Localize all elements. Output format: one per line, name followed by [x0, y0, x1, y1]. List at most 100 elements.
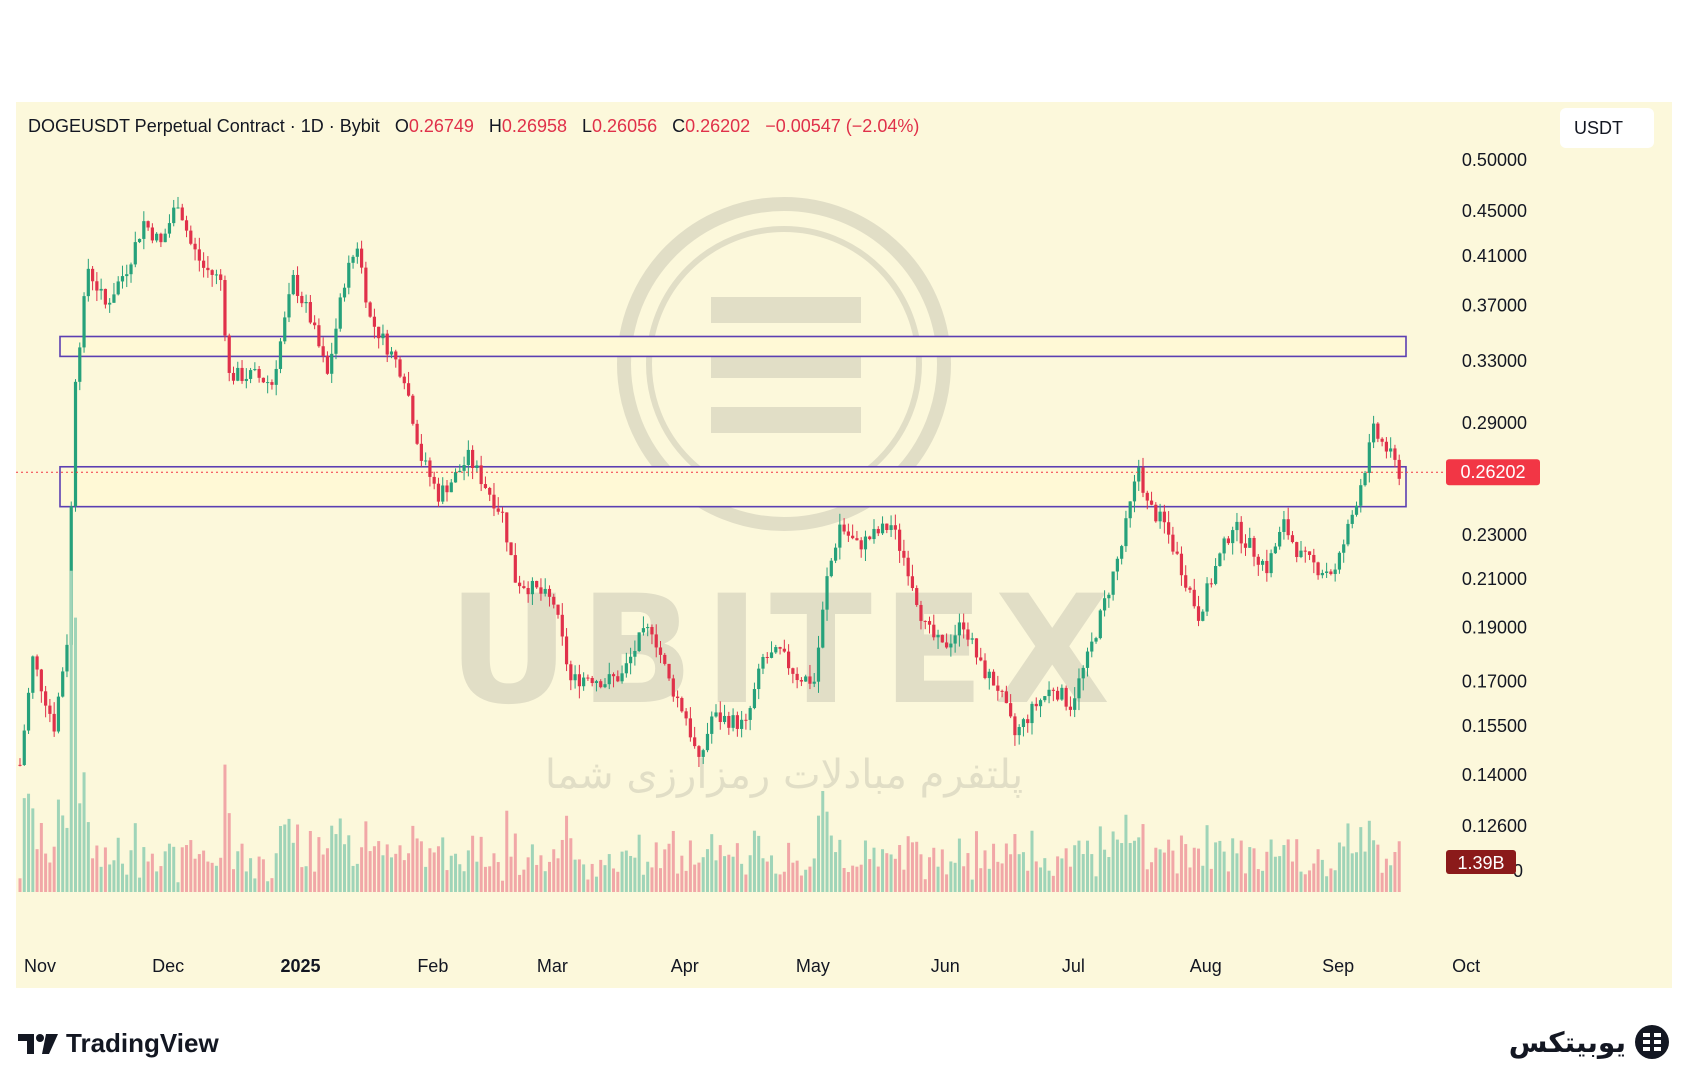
- volume-bar: [953, 862, 957, 892]
- candle-body: [816, 647, 821, 682]
- candle-body: [129, 264, 133, 275]
- candle-body: [650, 627, 654, 635]
- candle-body: [1376, 423, 1380, 439]
- volume-bar: [112, 860, 116, 892]
- candle-body: [1017, 727, 1021, 736]
- candle-body: [1120, 546, 1124, 559]
- candle-body: [1303, 550, 1307, 552]
- volume-bar: [227, 813, 231, 892]
- volume-bar: [654, 842, 658, 892]
- candle-body: [1354, 505, 1359, 515]
- candle-body: [180, 207, 184, 221]
- volume-bar: [1171, 850, 1175, 892]
- volume-bar: [1295, 839, 1299, 892]
- volume-bar: [142, 847, 146, 892]
- candle-body: [108, 302, 112, 305]
- volume-bar: [1192, 847, 1196, 892]
- volume-bar: [44, 853, 48, 892]
- currency-selector[interactable]: USDT: [1560, 108, 1654, 148]
- candle-body: [701, 750, 705, 757]
- volume-bar: [159, 866, 163, 892]
- candle-body: [1132, 481, 1137, 502]
- volume-bar: [671, 830, 675, 892]
- volume-bar: [304, 866, 308, 892]
- candle-body: [885, 523, 889, 530]
- volume-bar: [138, 877, 142, 892]
- candle-body: [569, 664, 573, 681]
- volume-bar: [906, 836, 910, 892]
- candle-body: [300, 295, 304, 304]
- candlestick-chart[interactable]: UBITEX پلتفرم مبادلات رمزارزی شما 0.50000 0…: [16, 102, 1672, 988]
- volume-bar: [65, 827, 69, 892]
- candle-body: [500, 511, 505, 513]
- candle-body: [150, 227, 154, 241]
- volume-bar: [676, 873, 680, 892]
- watermark-bar: [711, 297, 861, 323]
- volume-bar: [697, 862, 701, 892]
- volume-bar: [1150, 862, 1154, 892]
- volume-bar: [86, 822, 90, 892]
- candle-body: [505, 512, 509, 543]
- close-label: C: [672, 116, 686, 136]
- volume-bar: [710, 834, 714, 892]
- candle-body: [308, 302, 312, 323]
- volume-bar: [723, 856, 727, 892]
- candle-body: [406, 383, 411, 396]
- candle-body: [812, 681, 816, 684]
- volume-bar: [232, 869, 235, 892]
- volume-bar: [889, 854, 893, 892]
- close-value: 0.26202: [685, 116, 751, 136]
- symbol-label: DOGEUSDT Perpetual Contract · 1D · Bybit: [28, 116, 380, 136]
- candle-body: [936, 634, 940, 638]
- candle-body: [530, 580, 534, 595]
- volume-bar: [291, 842, 295, 892]
- volume-bar: [381, 855, 385, 892]
- volume-bar: [133, 823, 137, 892]
- candle-body: [846, 531, 850, 536]
- volume-bar: [95, 845, 99, 892]
- candle-body: [859, 540, 863, 550]
- volume-bar: [1060, 858, 1064, 892]
- volume-bar: [1145, 869, 1149, 892]
- volume-bar: [454, 853, 458, 892]
- volume-bar: [940, 849, 944, 892]
- candle-body: [658, 647, 663, 655]
- volume-bar: [193, 858, 197, 892]
- candle-body: [35, 656, 39, 670]
- volume-bar: [893, 858, 897, 892]
- candle-body: [940, 634, 944, 643]
- ubitex-logo[interactable]: یوبیتکس: [1509, 1024, 1670, 1060]
- candle-body: [697, 746, 701, 757]
- candle-body: [620, 673, 624, 682]
- candle-body: [1064, 687, 1068, 707]
- candle-body: [722, 715, 727, 722]
- volume-bar: [223, 764, 227, 892]
- candle-body: [377, 326, 381, 339]
- watermark-bar: [711, 407, 861, 433]
- candle-body: [1192, 589, 1196, 607]
- candle-body: [1333, 569, 1337, 575]
- volume-bars: [18, 570, 1401, 892]
- volume-bar: [829, 835, 833, 892]
- volume-bar: [428, 848, 432, 892]
- volume-bar: [1201, 865, 1205, 892]
- volume-bar: [1017, 854, 1021, 892]
- candle-body: [398, 359, 402, 377]
- candle-body: [432, 476, 436, 484]
- candle-body: [317, 325, 321, 347]
- candle-body: [1004, 691, 1008, 704]
- candle-body: [731, 715, 735, 728]
- tradingview-logo[interactable]: TradingView: [18, 1028, 219, 1059]
- candle-body: [590, 677, 594, 684]
- volume-bar: [1333, 870, 1337, 892]
- volume-bar: [249, 858, 253, 892]
- candle-body: [752, 689, 757, 709]
- volume-bar: [466, 850, 470, 892]
- volume-bar: [206, 861, 210, 892]
- candle-body: [1312, 554, 1316, 563]
- candle-body: [389, 351, 394, 355]
- candle-body: [1175, 551, 1179, 554]
- candle-body: [351, 256, 355, 263]
- candle-body: [675, 696, 680, 699]
- candle-body: [95, 281, 99, 291]
